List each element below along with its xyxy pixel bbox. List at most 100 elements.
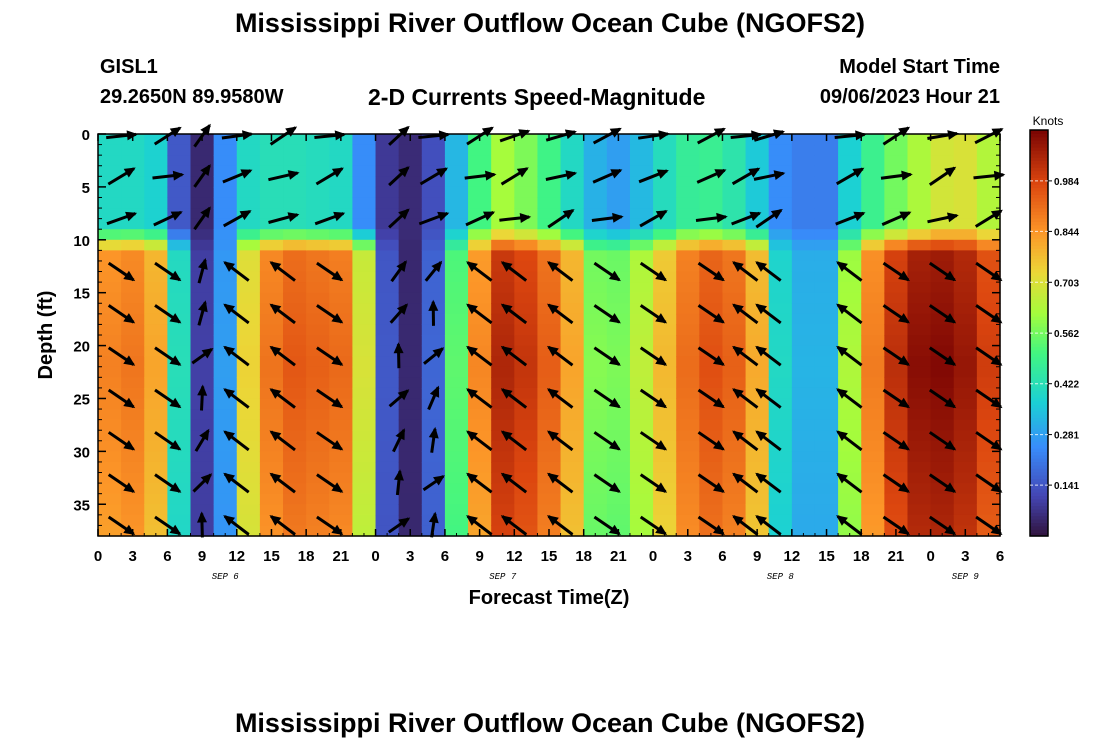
heatmap-cell — [768, 313, 793, 326]
heatmap-cell — [722, 345, 747, 357]
current-vector — [419, 167, 448, 186]
heatmap-cell — [514, 239, 539, 251]
current-vector — [639, 473, 668, 493]
current-vector — [697, 304, 725, 324]
heatmap-cell — [213, 387, 238, 400]
y-tick-label: 15 — [73, 286, 90, 303]
heatmap-cell — [306, 155, 330, 167]
heatmap-cell — [629, 419, 654, 431]
heatmap-cell — [953, 356, 978, 368]
heatmap-cell — [861, 525, 885, 537]
x-tick-label: 9 — [753, 548, 761, 565]
heatmap-cell — [606, 514, 631, 527]
colorbar-band — [1030, 150, 1048, 155]
heatmap-cell — [768, 461, 793, 474]
heatmap-cell — [814, 260, 839, 273]
heatmap-cell — [653, 313, 677, 326]
heatmap-cell — [606, 282, 631, 294]
heatmap-cell — [259, 313, 284, 326]
heatmap-cell — [283, 461, 307, 474]
heatmap-cell — [676, 440, 700, 452]
heatmap-cell — [838, 451, 862, 463]
current-vector — [639, 209, 668, 228]
heatmap-cell — [560, 451, 585, 463]
heatmap-cell — [190, 144, 215, 156]
colorbar-band — [1030, 444, 1048, 449]
heatmap-cell — [468, 303, 492, 315]
heatmap-cell — [560, 176, 585, 188]
heatmap-cell — [306, 324, 330, 336]
heatmap-cell — [838, 377, 862, 389]
heatmap-cell — [861, 229, 885, 241]
heatmap-cell — [491, 472, 515, 484]
heatmap-cell — [676, 493, 700, 505]
heatmap-cell — [468, 493, 492, 505]
heatmap-cell — [352, 218, 377, 230]
colorbar-band — [1030, 343, 1048, 348]
heatmap-cell — [167, 144, 192, 156]
heatmap-cell — [768, 483, 793, 495]
colorbar-tick-label: 0.422 — [1054, 380, 1079, 391]
heatmap-cell — [329, 144, 354, 156]
heatmap-cell — [121, 239, 145, 251]
heatmap-cell — [98, 282, 122, 294]
heatmap-cell — [861, 186, 885, 199]
heatmap-cell — [444, 440, 469, 452]
heatmap-cell — [190, 451, 215, 463]
heatmap-cell — [560, 345, 585, 357]
heatmap-cell — [98, 229, 122, 241]
heatmap-cell — [722, 197, 747, 209]
heatmap-cell — [375, 356, 400, 368]
heatmap-cell — [329, 483, 354, 495]
current-vector — [928, 304, 957, 324]
heatmap-cell — [560, 409, 585, 421]
heatmap-cell — [884, 165, 909, 177]
heatmap-cell — [814, 504, 839, 516]
heatmap-cell — [907, 366, 932, 378]
current-vector — [154, 304, 182, 324]
colorbar-band — [1030, 214, 1048, 219]
heatmap-cell — [653, 134, 677, 146]
heatmap-cell — [259, 303, 284, 315]
heatmap-cell — [976, 292, 1001, 304]
heatmap-cell — [329, 260, 354, 273]
heatmap-cell — [236, 313, 261, 326]
heatmap-cell — [861, 303, 885, 315]
heatmap-cell — [560, 387, 585, 400]
heatmap-cell — [606, 229, 631, 241]
current-vector — [695, 212, 728, 223]
heatmap-cell — [375, 366, 400, 378]
heatmap-cell — [791, 250, 816, 262]
colorbar-band — [1030, 228, 1048, 233]
heatmap-cell — [699, 282, 724, 294]
heatmap-cell — [537, 419, 562, 431]
second-chart-title: Mississippi River Outflow Ocean Cube (NG… — [234, 708, 866, 738]
current-vector — [697, 261, 725, 282]
heatmap-cell — [121, 451, 145, 463]
heatmap-cell — [838, 176, 862, 188]
heatmap-cell — [838, 356, 862, 368]
current-vector — [499, 213, 532, 223]
heatmap-cell — [144, 229, 168, 241]
heatmap-cell — [167, 440, 192, 452]
colorbar-band — [1030, 464, 1048, 469]
heatmap-cell — [190, 377, 215, 389]
heatmap-cell — [976, 440, 1001, 452]
heatmap-cell — [653, 525, 677, 537]
heatmap-cell — [560, 335, 585, 347]
heatmap-cell — [884, 504, 909, 516]
heatmap-cell — [953, 313, 978, 326]
heatmap-cell — [699, 525, 724, 537]
heatmap-cell — [583, 335, 608, 347]
heatmap-cell — [606, 356, 631, 368]
heatmap-cell — [375, 345, 400, 357]
heatmap-cell — [699, 366, 724, 378]
colorbar-band — [1030, 309, 1048, 314]
heatmap-cell — [560, 197, 585, 209]
heatmap-cell — [398, 324, 423, 336]
heatmap-cell — [653, 176, 677, 188]
heatmap-cell — [306, 356, 330, 368]
current-vector — [154, 431, 182, 451]
x-tick-label: 21 — [610, 548, 627, 565]
current-vector — [593, 388, 621, 409]
